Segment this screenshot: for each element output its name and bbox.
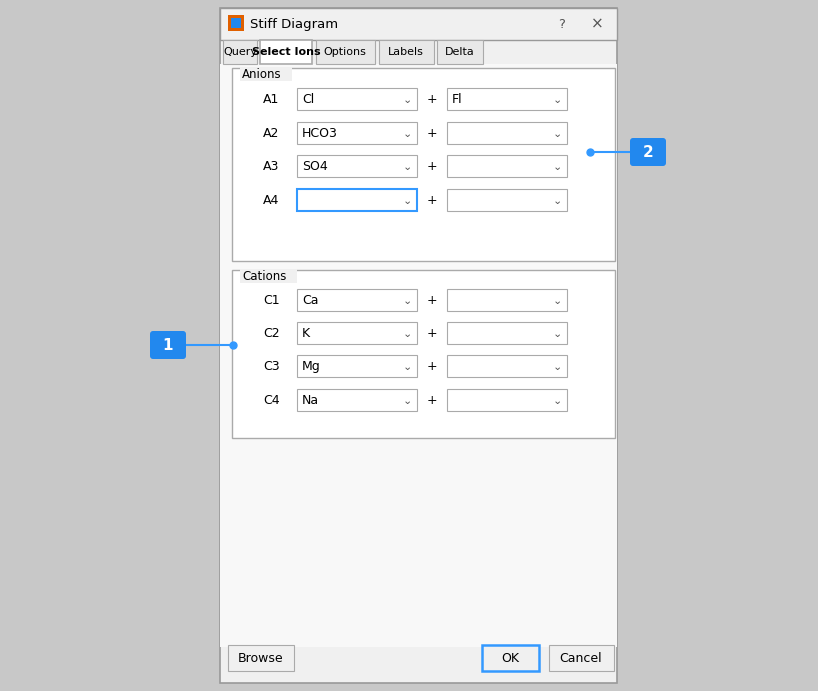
Text: ⌄: ⌄	[553, 396, 563, 406]
Bar	[297, 122, 417, 144]
Text: K: K	[302, 327, 310, 339]
Text: ⌄: ⌄	[403, 362, 412, 372]
Text: ⌄: ⌄	[403, 396, 412, 406]
FancyBboxPatch shape	[150, 331, 186, 359]
Bar	[220, 8, 617, 40]
Bar	[482, 645, 539, 671]
Bar	[447, 155, 567, 177]
Text: ⌄: ⌄	[553, 362, 563, 372]
Bar	[447, 88, 567, 110]
Bar	[231, 18, 241, 28]
Bar	[228, 15, 244, 31]
Bar	[232, 270, 615, 438]
Text: A4: A4	[263, 193, 280, 207]
Bar	[232, 68, 615, 261]
Bar	[260, 40, 312, 64]
Text: ⌄: ⌄	[403, 162, 412, 172]
Text: ⌄: ⌄	[403, 129, 412, 139]
Text: ⌄: ⌄	[553, 196, 563, 206]
Text: Browse: Browse	[238, 652, 284, 665]
Text: Mg: Mg	[302, 359, 321, 372]
Bar	[447, 189, 567, 211]
Text: Delta: Delta	[445, 47, 475, 57]
Bar	[379, 40, 434, 64]
Bar	[447, 355, 567, 377]
FancyBboxPatch shape	[630, 138, 666, 166]
Bar	[297, 355, 417, 377]
Text: A3: A3	[263, 160, 280, 173]
Bar	[297, 389, 417, 411]
Text: ⌄: ⌄	[553, 129, 563, 139]
Text: C2: C2	[263, 327, 280, 339]
Text: C3: C3	[263, 359, 280, 372]
Text: OK: OK	[501, 652, 519, 665]
Text: +: +	[427, 93, 438, 106]
Text: +: +	[427, 294, 438, 307]
Bar	[447, 389, 567, 411]
Text: +: +	[427, 160, 438, 173]
Bar	[549, 645, 614, 671]
Bar	[220, 8, 617, 683]
Bar	[447, 122, 567, 144]
Text: Query: Query	[223, 47, 257, 57]
Text: Na: Na	[302, 393, 319, 406]
Text: Ca: Ca	[302, 294, 318, 307]
Bar	[297, 322, 417, 344]
Text: A1: A1	[263, 93, 280, 106]
Bar	[297, 88, 417, 110]
Text: C4: C4	[263, 393, 280, 406]
Text: +: +	[427, 126, 438, 140]
Text: HCO3: HCO3	[302, 126, 338, 140]
Bar	[228, 645, 294, 671]
Text: +: +	[427, 393, 438, 406]
Text: A2: A2	[263, 126, 280, 140]
Text: ⌄: ⌄	[403, 296, 412, 306]
Bar	[447, 322, 567, 344]
Text: 1: 1	[163, 337, 173, 352]
Text: +: +	[427, 193, 438, 207]
Bar	[316, 40, 375, 64]
Text: ⌄: ⌄	[553, 296, 563, 306]
Text: SO4: SO4	[302, 160, 328, 173]
Text: Labels: Labels	[388, 47, 424, 57]
Text: ⌄: ⌄	[403, 329, 412, 339]
Text: Cl: Cl	[302, 93, 314, 106]
Text: Cations: Cations	[242, 269, 286, 283]
Bar	[297, 155, 417, 177]
Text: Fl: Fl	[452, 93, 463, 106]
Text: ×: ×	[591, 17, 604, 32]
Text: ⌄: ⌄	[403, 95, 412, 105]
Bar	[240, 269, 297, 283]
Bar	[297, 289, 417, 311]
Text: Stiff Diagram: Stiff Diagram	[250, 17, 338, 30]
Text: ⌄: ⌄	[403, 196, 412, 206]
Text: Select Ions: Select Ions	[252, 47, 321, 57]
Text: Cancel: Cancel	[560, 652, 602, 665]
Text: C1: C1	[263, 294, 280, 307]
Text: Anions: Anions	[242, 68, 281, 80]
Text: Options: Options	[324, 47, 366, 57]
Text: ⌄: ⌄	[553, 329, 563, 339]
Bar	[220, 64, 617, 647]
Text: ?: ?	[559, 17, 565, 30]
Bar	[297, 189, 417, 211]
Bar	[447, 289, 567, 311]
Bar	[223, 40, 257, 64]
Text: +: +	[427, 327, 438, 339]
Text: 2: 2	[643, 144, 654, 160]
Bar	[437, 40, 483, 64]
Text: ⌄: ⌄	[553, 162, 563, 172]
Text: +: +	[427, 359, 438, 372]
Bar	[240, 67, 292, 81]
Text: ⌄: ⌄	[553, 95, 563, 105]
